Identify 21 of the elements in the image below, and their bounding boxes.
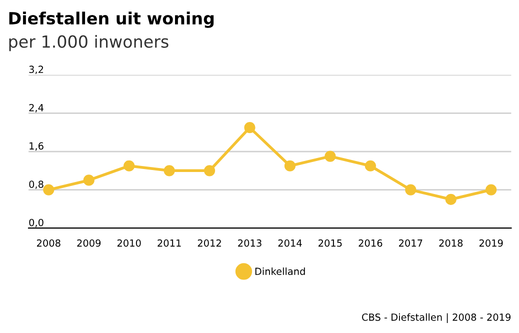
chart-title: Diefstallen uit woning: [9, 12, 214, 28]
x-tick-label: 2016: [358, 239, 382, 247]
x-tick-label: 2014: [278, 239, 302, 247]
x-tick-label: 2018: [439, 239, 463, 247]
x-tick-label: 2017: [399, 239, 422, 247]
x-tick-label: 2013: [238, 239, 262, 247]
x-tick-label: 2009: [77, 239, 101, 247]
x-tick-label: 2008: [36, 239, 60, 247]
y-tick-label: 3,2: [29, 66, 44, 74]
y-tick-label: 0,0: [29, 218, 44, 228]
y-tick-label: 2,4: [29, 104, 44, 112]
x-tick-label: 2015: [318, 239, 342, 247]
text: CBS - Diefstallen | 2008 - 2019: [362, 313, 511, 324]
y-tick-label: 1,6: [30, 142, 44, 151]
legend-label: Dinkelland: [255, 267, 305, 276]
x-tick-label: 2012: [198, 239, 221, 247]
x-tick-label: 2010: [117, 239, 141, 247]
x-tick-label: 2019: [479, 239, 503, 247]
chart-subtitle: per 1.000 inwoners: [9, 34, 168, 52]
y-tick-label: 0,8: [29, 180, 44, 189]
x-tick-label: 2011: [158, 239, 181, 247]
